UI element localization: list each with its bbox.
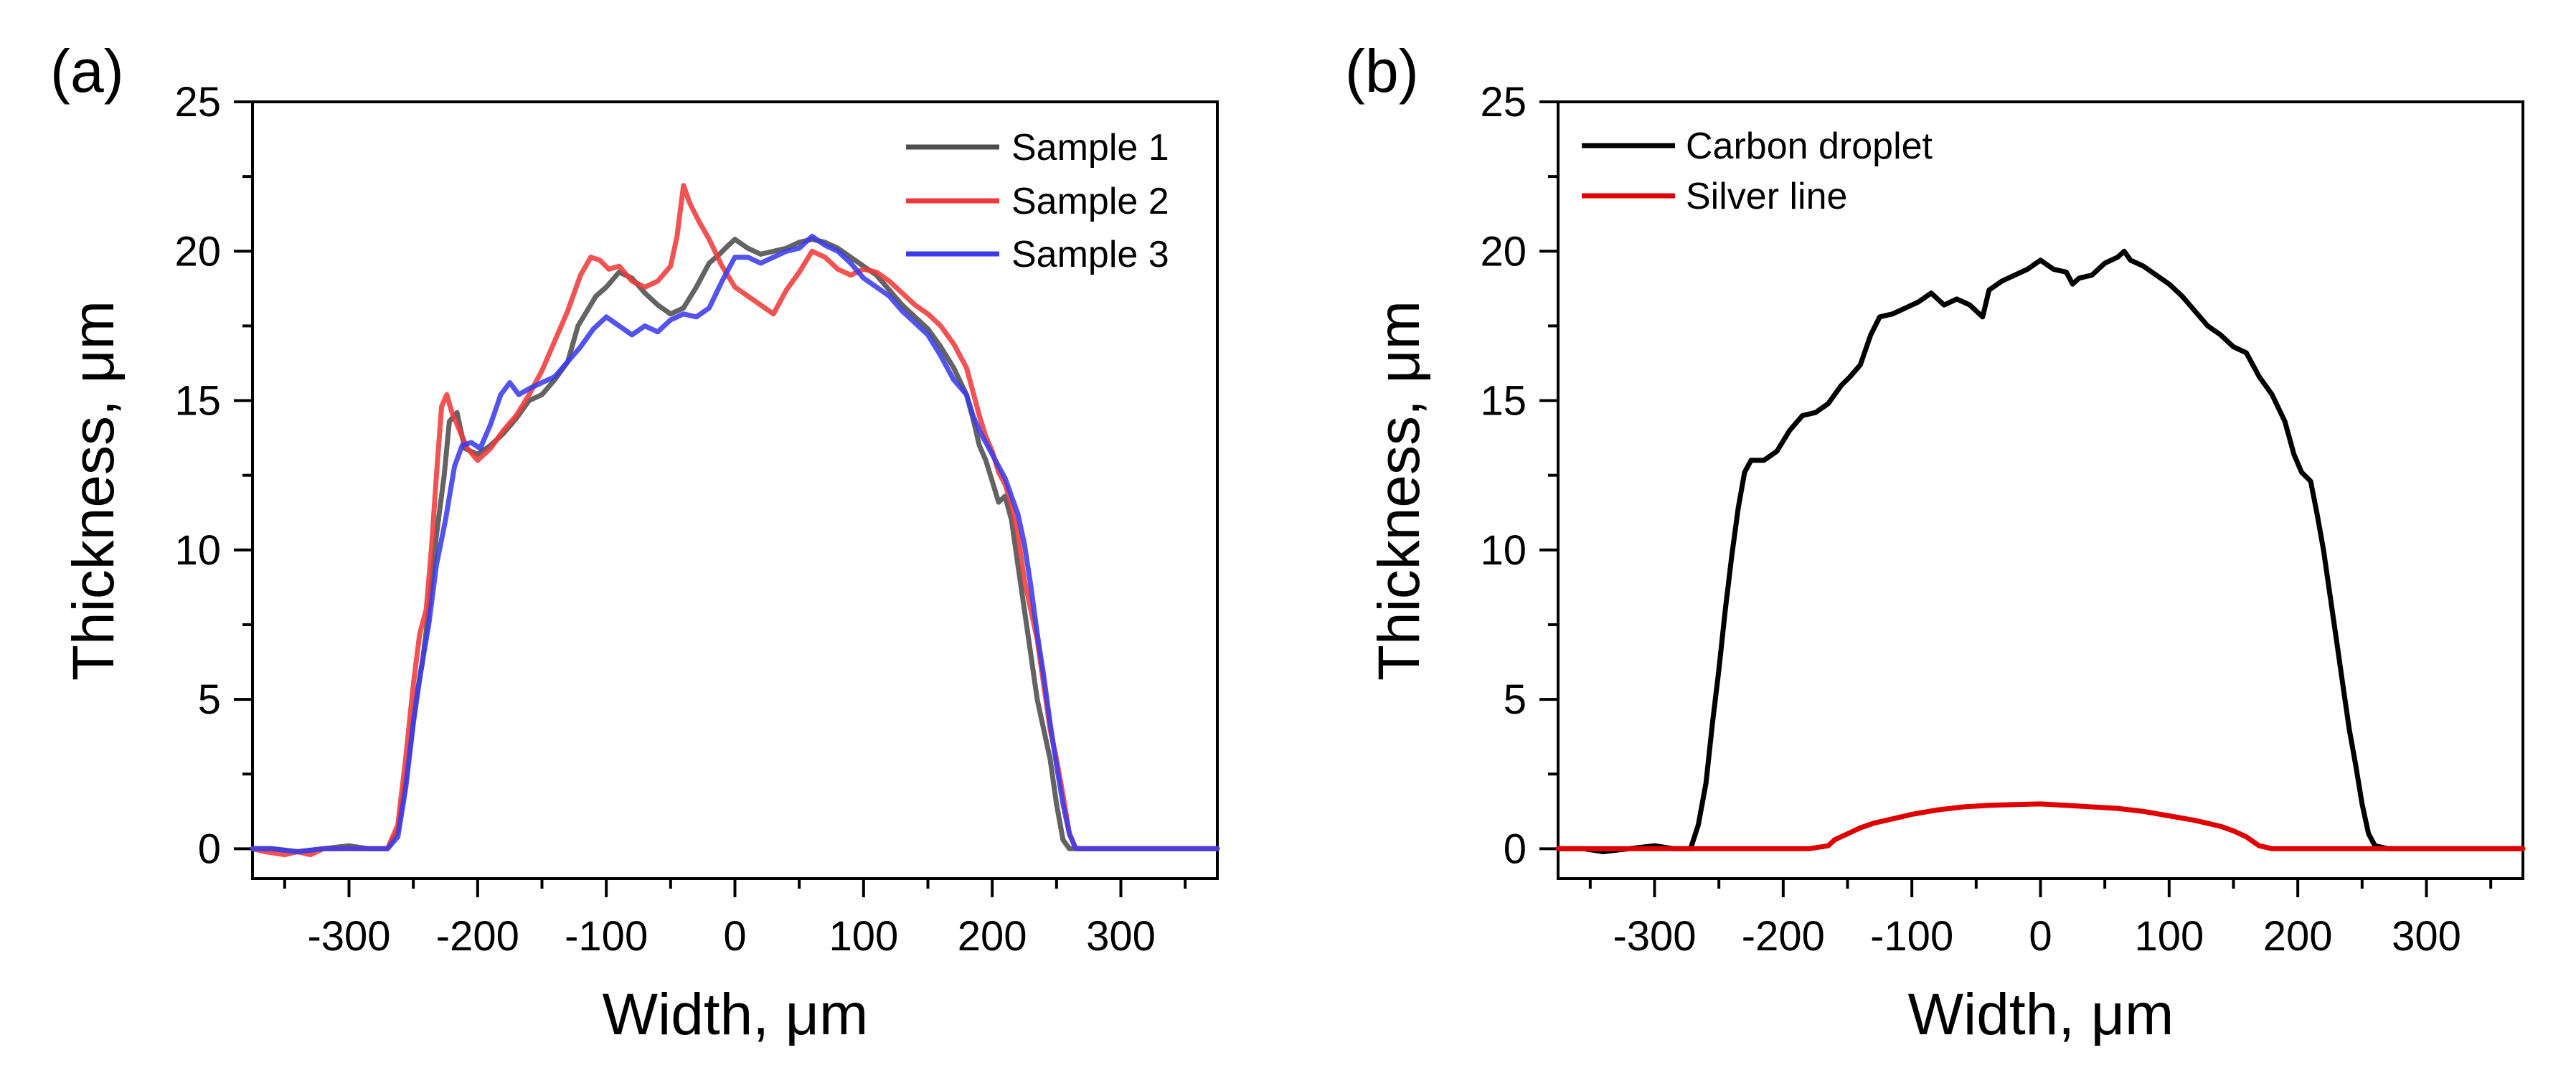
- x-ticks-b: -300 -200 -100 0 100 200 300: [1588, 879, 2493, 960]
- y-tick-label-b: 10: [1480, 527, 1527, 574]
- y-tick-label-b: 5: [1504, 676, 1527, 723]
- x-axis-title-b: Width, μm: [1908, 982, 2174, 1047]
- y-axis-title-b: Thickness, μm: [1367, 301, 1432, 681]
- y-tick-label-a: 25: [174, 79, 221, 126]
- series-line-carbon-droplet: [1555, 248, 2526, 854]
- y-ticks-b: 0 5 10 15 20 25: [1480, 79, 1558, 872]
- legend-a: Sample 1 Sample 2 Sample 3: [906, 127, 1169, 275]
- y-tick-label-a: 5: [198, 676, 221, 723]
- panel-b: (b) -300 -200 -100 0 100 200 300 0 5 10 15 20 25 Wi…: [1345, 37, 2526, 1047]
- legend-label-sample-2: Sample 2: [1011, 181, 1169, 222]
- x-axis-title-a: Width, μm: [603, 982, 869, 1047]
- x-tick-label-a: -300: [307, 913, 390, 960]
- y-ticks-a: 0 5 10 15 20 25: [174, 79, 253, 872]
- panel-label-b: (b): [1345, 37, 1419, 105]
- y-tick-label-b: 20: [1480, 228, 1527, 275]
- panel-a: (a) -300 -200 -100 0 100 200 300 0 5 10 15 20 25 Wi…: [50, 37, 1220, 1047]
- series-line-sample-1: [250, 237, 1220, 854]
- x-tick-label-a: -100: [565, 913, 648, 960]
- x-tick-label-b: -300: [1613, 913, 1696, 960]
- legend-label-carbon-droplet: Carbon droplet: [1686, 126, 1933, 167]
- series-line-silver-line: [1555, 801, 2526, 851]
- x-tick-label-a: -200: [436, 913, 519, 960]
- y-tick-label-a: 20: [174, 228, 221, 275]
- x-tick-label-a: 300: [1086, 913, 1156, 960]
- x-tick-label-b: 0: [2029, 913, 2052, 960]
- plot-frame-b: [1557, 100, 2524, 880]
- legend-label-silver-line: Silver line: [1686, 176, 1847, 217]
- series-line-sample-3: [250, 233, 1220, 854]
- x-ticks-a: -300 -200 -100 0 100 200 300: [283, 879, 1187, 960]
- y-tick-label-b: 0: [1504, 826, 1527, 872]
- series-line-sample-2: [250, 183, 1220, 858]
- panel-label-a: (a): [50, 37, 124, 105]
- x-tick-label-b: -100: [1870, 913, 1953, 960]
- legend-label-sample-1: Sample 1: [1011, 127, 1169, 169]
- series-lines-b: [1555, 248, 2526, 854]
- y-tick-label-a: 0: [198, 826, 221, 872]
- y-tick-label-b: 15: [1480, 378, 1527, 425]
- series-lines-a: [250, 183, 1220, 858]
- x-tick-label-b: 300: [2392, 913, 2461, 960]
- x-tick-label-a: 100: [829, 913, 898, 960]
- x-tick-label-b: -200: [1742, 913, 1825, 960]
- y-tick-label-b: 25: [1480, 79, 1527, 126]
- y-axis-title-a: Thickness, μm: [61, 301, 126, 681]
- x-tick-label-a: 0: [723, 913, 746, 960]
- y-tick-label-a: 10: [174, 527, 221, 574]
- x-tick-label-a: 200: [958, 913, 1027, 960]
- x-tick-label-b: 200: [2263, 913, 2333, 960]
- y-tick-label-a: 15: [174, 378, 221, 425]
- legend-b: Carbon droplet Silver line: [1582, 126, 1933, 217]
- x-tick-label-b: 100: [2134, 913, 2204, 960]
- legend-label-sample-3: Sample 3: [1011, 234, 1169, 275]
